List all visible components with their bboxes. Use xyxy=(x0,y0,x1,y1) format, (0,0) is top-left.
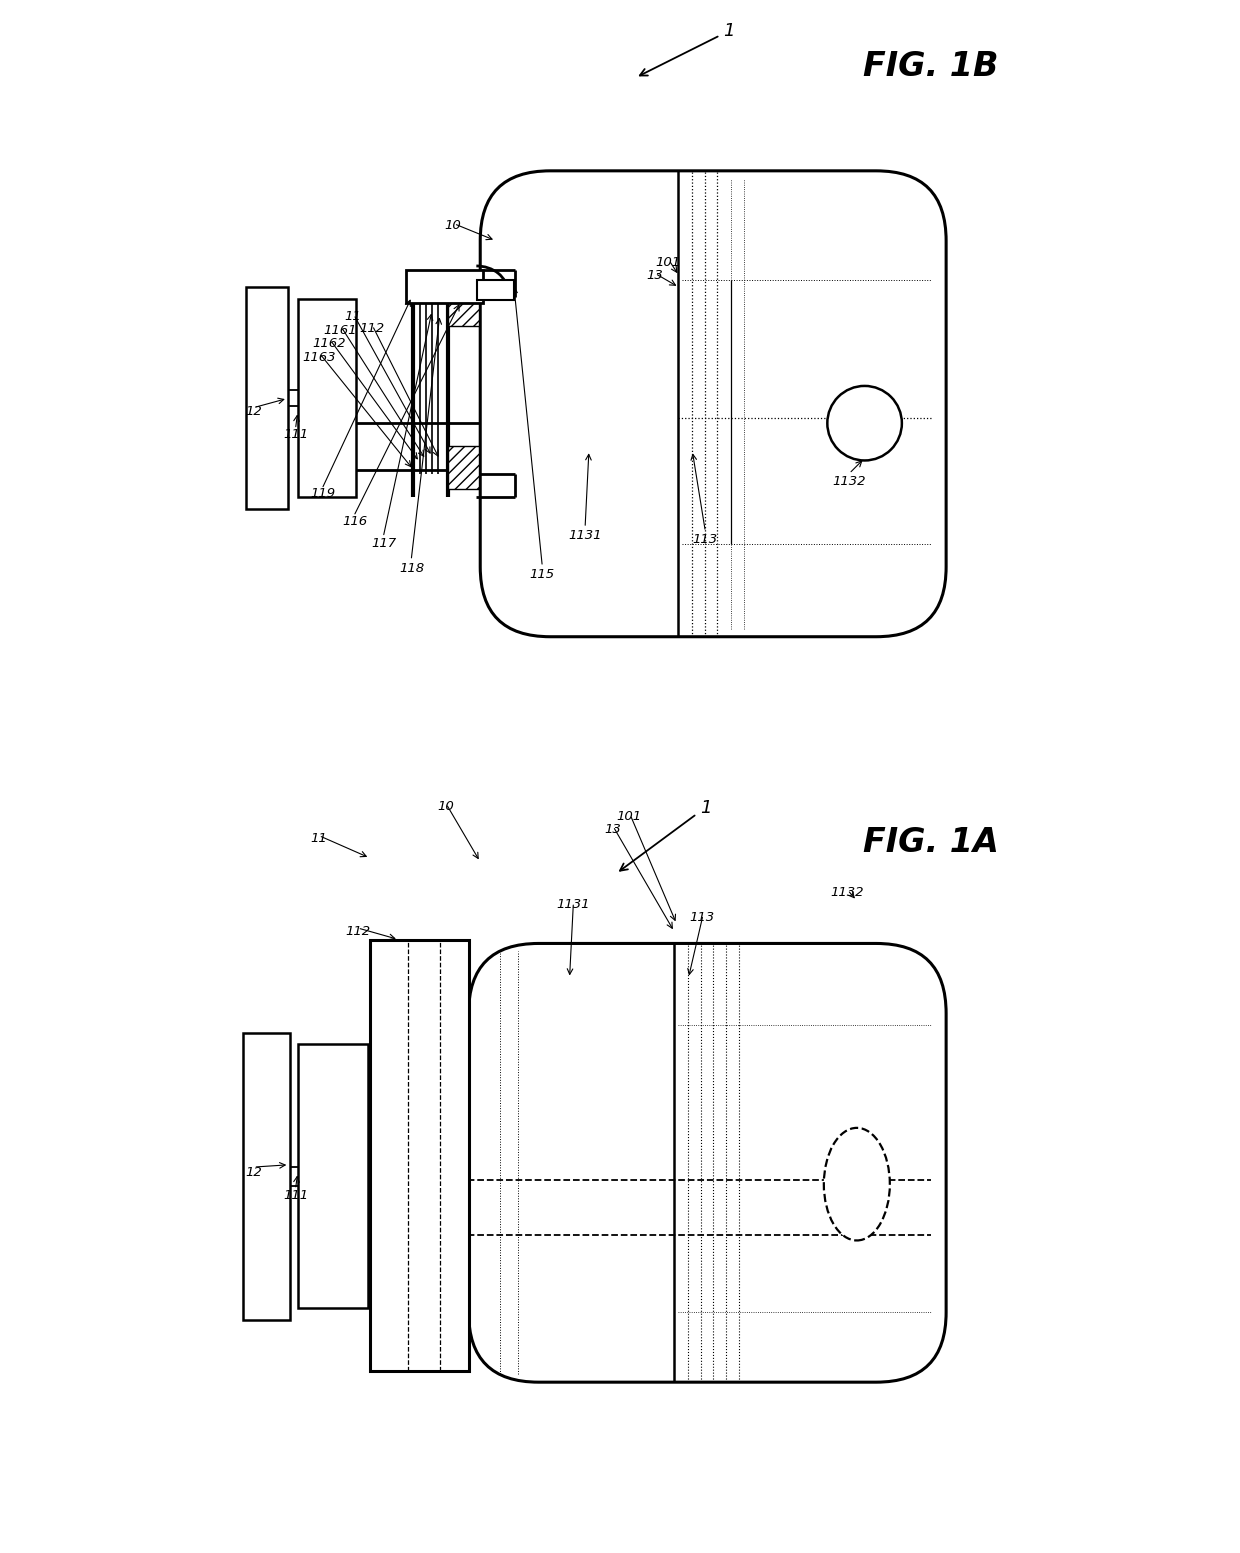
Bar xyxy=(246,287,289,509)
Bar xyxy=(370,940,470,1371)
Circle shape xyxy=(827,387,901,461)
FancyBboxPatch shape xyxy=(469,944,946,1382)
Text: 113: 113 xyxy=(693,533,718,547)
Text: 1131: 1131 xyxy=(557,898,590,912)
Text: 112: 112 xyxy=(358,321,384,335)
Text: 13: 13 xyxy=(604,823,620,836)
Text: 115: 115 xyxy=(529,568,556,581)
Text: 1132: 1132 xyxy=(830,887,863,899)
Text: 1: 1 xyxy=(620,798,712,871)
Bar xyxy=(405,270,484,303)
Ellipse shape xyxy=(823,1127,890,1241)
Text: 1162: 1162 xyxy=(312,337,346,349)
Text: 12: 12 xyxy=(246,405,262,418)
Text: 117: 117 xyxy=(372,537,397,550)
Text: 1132: 1132 xyxy=(832,475,866,488)
FancyBboxPatch shape xyxy=(480,171,946,637)
Bar xyxy=(243,1033,290,1320)
Text: 112: 112 xyxy=(345,926,370,938)
Text: 12: 12 xyxy=(246,1166,262,1179)
Text: 111: 111 xyxy=(283,429,308,441)
Text: 1161: 1161 xyxy=(324,323,357,337)
Text: 101: 101 xyxy=(616,811,642,823)
Bar xyxy=(477,281,515,300)
Text: 116: 116 xyxy=(342,516,367,528)
Bar xyxy=(298,300,356,497)
Bar xyxy=(448,447,479,489)
Text: 13: 13 xyxy=(646,269,663,283)
Text: 118: 118 xyxy=(399,562,424,575)
Text: 10: 10 xyxy=(436,800,454,812)
Text: 111: 111 xyxy=(283,1190,308,1202)
Bar xyxy=(355,424,480,469)
Text: 11: 11 xyxy=(345,311,361,323)
Text: 11: 11 xyxy=(310,832,327,845)
Text: 113: 113 xyxy=(689,912,715,924)
Text: 119: 119 xyxy=(311,486,336,500)
Text: FIG. 1B: FIG. 1B xyxy=(863,50,998,82)
Bar xyxy=(298,1045,367,1308)
Text: 1: 1 xyxy=(640,22,734,76)
Text: 1131: 1131 xyxy=(568,530,601,542)
Bar xyxy=(448,280,479,326)
Text: 10: 10 xyxy=(445,219,461,231)
Text: FIG. 1A: FIG. 1A xyxy=(863,826,998,859)
Text: 1163: 1163 xyxy=(303,351,336,363)
Text: 101: 101 xyxy=(656,256,681,269)
